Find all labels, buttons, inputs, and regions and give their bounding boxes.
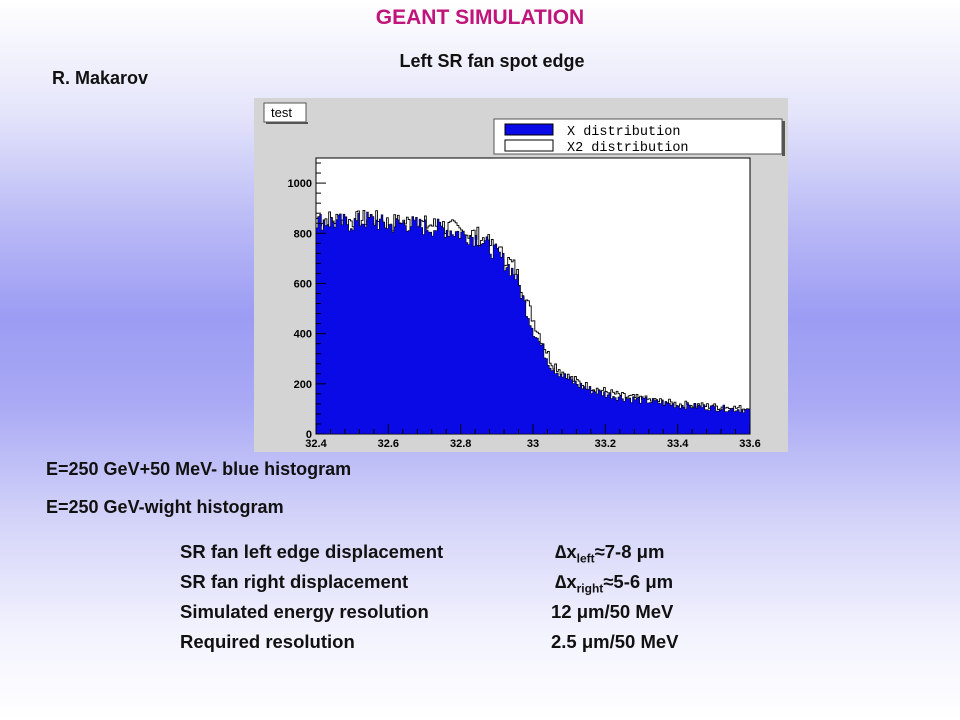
left-edge-row: SR fan left edge displacement ∆xleft≈7-8… [180, 541, 780, 571]
results-block: SR fan left edge displacement ∆xleft≈7-8… [180, 541, 780, 661]
simulated-resolution-row: Simulated energy resolution 12 μm/50 MeV [180, 601, 780, 631]
chart-title-box: test [263, 102, 308, 124]
histogram-figure: 0 200 400 600 800 1000 32.4 32.6 32.8 33 33.2 33.4 3… [254, 98, 788, 452]
left-edge-value: ∆xleft≈7-8 μm [555, 541, 664, 566]
simulated-resolution-value: 12 μm/50 MeV [551, 601, 674, 622]
legend-label-x2: X2 distribution [567, 141, 689, 156]
histogram-blue-x [315, 211, 751, 435]
legend-swatch-blue [504, 123, 554, 136]
y-tick-label: 800 [294, 228, 312, 240]
right-edge-amount: ≈5-6 μm [603, 571, 674, 592]
histogram-chart: 0 200 400 600 800 1000 32.4 32.6 32.8 33 33.2 33.4 3… [254, 98, 788, 452]
chart-legend: X distribution X2 distribution [493, 118, 785, 156]
y-tick-label: 0 [306, 429, 312, 441]
left-edge-label: SR fan left edge displacement [180, 541, 444, 562]
left-subscript: left [576, 551, 595, 566]
note-white-histogram: E=250 GeV-wight histogram [46, 497, 284, 517]
simulated-resolution-label: Simulated energy resolution [180, 601, 429, 622]
chart-title: test [271, 105, 292, 120]
x-tick-label: 32.6 [378, 438, 399, 450]
x-tick-label: 33.6 [739, 438, 760, 450]
delta-x-symbol: ∆x [555, 541, 577, 562]
legend-label-x: X distribution [567, 125, 680, 140]
legend-swatch-white [504, 139, 554, 152]
note-blue-histogram: E=250 GeV+50 MeV- blue histogram [46, 459, 352, 479]
required-resolution-row: Required resolution 2.5 μm/50 MeV [180, 631, 780, 661]
delta-x-symbol: ∆x [555, 571, 577, 592]
required-resolution-label: Required resolution [180, 631, 355, 652]
author-name: R. Makarov [52, 68, 149, 88]
left-edge-amount: ≈7-8 μm [594, 541, 665, 562]
y-tick-label: 600 [294, 278, 312, 290]
plot-area [315, 209, 751, 435]
right-edge-row: SR fan right displacement ∆xright≈5-6 μm [180, 571, 780, 601]
right-subscript: right [576, 581, 604, 596]
right-edge-value: ∆xright≈5-6 μm [555, 571, 673, 596]
required-resolution-value: 2.5 μm/50 MeV [551, 631, 679, 652]
y-tick-label: 1000 [288, 178, 312, 190]
x-tick-label: 33.4 [667, 438, 689, 450]
y-tick-label: 200 [294, 379, 312, 391]
x-tick-label: 32.4 [305, 438, 327, 450]
page-subtitle: Left SR fan spot edge [399, 51, 585, 71]
page-title: GEANT SIMULATION [375, 6, 585, 29]
x-tick-label: 33 [527, 438, 539, 450]
x-tick-label: 33.2 [595, 438, 616, 450]
axes: 0 200 400 600 800 1000 32.4 32.6 32.8 33 33.2 33.4 3… [288, 162, 761, 450]
right-edge-label: SR fan right displacement [180, 571, 409, 592]
x-tick-label: 32.8 [450, 438, 471, 450]
y-tick-label: 400 [294, 329, 312, 341]
